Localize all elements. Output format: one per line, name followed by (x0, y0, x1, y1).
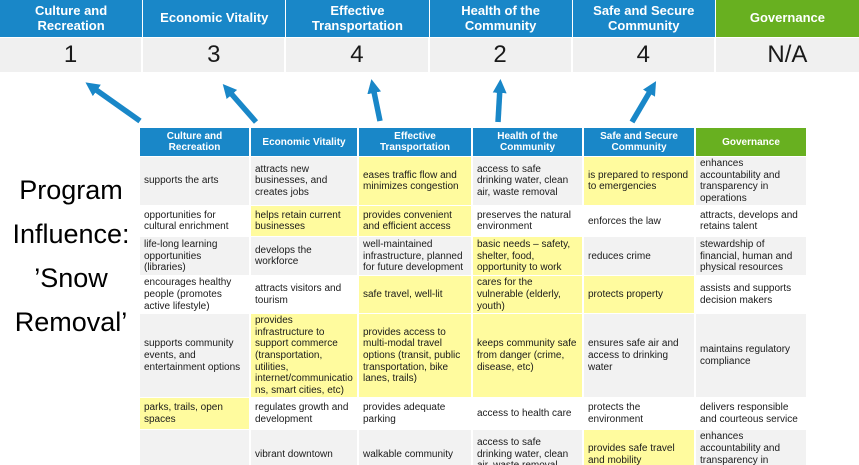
summary-header-health-of-the-community: Health of the Community (429, 0, 573, 37)
program-label-line: Program (19, 175, 123, 205)
matrix-header-safe-and-secure-community: Safe and Secure Community (582, 128, 695, 157)
matrix-row: parks, trails, open spaces regulates grow… (140, 397, 806, 430)
matrix-cell: opportunities for cultural enrichment (140, 205, 250, 237)
matrix-row: life-long learning opportunities (librar… (140, 236, 806, 276)
matrix-row: encourages healthy people (promotes acti… (140, 275, 806, 314)
matrix-header-culture-and-recreation: Culture and Recreation (140, 128, 250, 157)
matrix-row: vibrant downtown walkable community access… (140, 429, 806, 465)
matrix-cell: access to safe drinking water, clean air… (471, 429, 583, 465)
summary-header-culture-and-recreation: Culture and Recreation (0, 0, 144, 37)
matrix-cell: encourages healthy people (promotes acti… (140, 275, 250, 314)
matrix-header-governance: Governance (694, 128, 806, 157)
matrix-cell-highlighted: provides convenient and efficient access (357, 205, 472, 237)
matrix-cell-highlighted: provides access to multi-modal travel op… (357, 313, 472, 398)
matrix-cell-highlighted: cares for the vulnerable (elderly, youth… (471, 275, 583, 314)
program-label-line: Influence: (12, 219, 130, 249)
matrix-cell-highlighted: eases traffic flow and minimizes congest… (357, 155, 472, 206)
matrix-cell: develops the workforce (249, 236, 358, 276)
matrix-cell: supports community events, and entertain… (140, 313, 250, 398)
matrix-cell: provides adequate parking (357, 397, 472, 430)
summary-header-governance: Governance (715, 0, 859, 37)
matrix-cell: maintains regulatory compliance (694, 313, 806, 398)
matrix-cell: regulates growth and development (249, 397, 358, 430)
matrix-cell-highlighted: keeps community safe from danger (crime,… (471, 313, 583, 398)
matrix-cell: attracts, develops and retains talent (694, 205, 806, 237)
matrix-row: supports the arts attracts new businesses… (140, 155, 806, 206)
program-influence-label: Program Influence: ’Snow Removal’ (0, 168, 142, 344)
matrix-cell-highlighted: parks, trails, open spaces (140, 397, 250, 430)
matrix-cell-highlighted: is prepared to respond to emergencies (582, 155, 695, 206)
matrix-cell-highlighted: safe travel, well-lit (357, 275, 472, 314)
matrix-cell: enhances accountability and transparency… (694, 429, 806, 465)
matrix-cell: life-long learning opportunities (librar… (140, 236, 250, 276)
summary-header-effective-transportation: Effective Transportation (286, 0, 430, 37)
arrow-health-icon (492, 79, 507, 123)
matrix-cell: access to health care (471, 397, 583, 430)
matrix-header-health-of-the-community: Health of the Community (471, 128, 583, 157)
summary-header-economic-vitality: Economic Vitality (143, 0, 287, 37)
matrix-row: supports community events, and entertain… (140, 313, 806, 398)
summary-value-row: 1 3 4 2 4 N/A (0, 38, 859, 72)
matrix-cell-highlighted: provides infrastructure to support comme… (249, 313, 358, 398)
matrix-row: opportunities for cultural enrichment hel… (140, 205, 806, 237)
matrix-cell: assists and supports decision makers (694, 275, 806, 314)
summary-header-safe-and-secure-community: Safe and Secure Community (572, 0, 716, 37)
summary-value-effective-transportation: 4 (286, 38, 430, 72)
summary-header-row: Culture and Recreation Economic Vitality E… (0, 0, 859, 37)
summary-value-economic-vitality: 3 (143, 38, 287, 72)
matrix-cell: enforces the law (582, 205, 695, 237)
matrix-header-effective-transportation: Effective Transportation (357, 128, 472, 157)
matrix-cell-highlighted: provides safe travel and mobility (582, 429, 695, 465)
matrix-cell: supports the arts (140, 155, 250, 206)
matrix-body: supports the arts attracts new businesses… (140, 155, 806, 465)
summary-value-safe-and-secure-community: 4 (572, 38, 716, 72)
matrix-cell: reduces crime (582, 236, 695, 276)
matrix-cell: enhances accountability and transparency… (694, 155, 806, 206)
matrix-cell-highlighted: basic needs – safety, shelter, food, opp… (471, 236, 583, 276)
matrix-cell: attracts new businesses, and creates job… (249, 155, 358, 206)
matrix-cell (140, 429, 250, 465)
matrix-cell: vibrant downtown (249, 429, 358, 465)
summary-value-health-of-the-community: 2 (429, 38, 573, 72)
matrix-cell: protects the environment (582, 397, 695, 430)
arrow-safety-icon (629, 81, 657, 124)
matrix-header-economic-vitality: Economic Vitality (249, 128, 358, 157)
summary-value-culture-and-recreation: 1 (0, 38, 144, 72)
matrix-header-row: Culture and Recreation Economic Vitality E… (140, 128, 806, 157)
program-label-line: Removal’ (14, 307, 128, 337)
matrix-cell: attracts visitors and tourism (249, 275, 358, 314)
arrow-economic-icon (222, 83, 259, 124)
matrix-cell: stewardship of financial, human and phys… (694, 236, 806, 276)
arrow-transportation-icon (367, 79, 383, 122)
matrix-cell-highlighted: protects property (582, 275, 695, 314)
matrix-cell: access to safe drinking water, clean air… (471, 155, 583, 206)
matrix-cell-highlighted: helps retain current businesses (249, 205, 358, 237)
matrix-cell: delivers responsible and courteous servi… (694, 397, 806, 430)
program-label-line: ’Snow (34, 263, 108, 293)
summary-value-governance: N/A (715, 38, 859, 72)
arrow-culture-icon (85, 82, 142, 124)
matrix-cell: well-maintained infrastructure, planned … (357, 236, 472, 276)
influence-arrows (85, 79, 657, 124)
matrix-cell: ensures safe air and access to drinking … (582, 313, 695, 398)
influence-matrix-table: Culture and Recreation Economic Vitality E… (140, 128, 806, 465)
matrix-cell: walkable community (357, 429, 472, 465)
matrix-cell: preserves the natural environment (471, 205, 583, 237)
